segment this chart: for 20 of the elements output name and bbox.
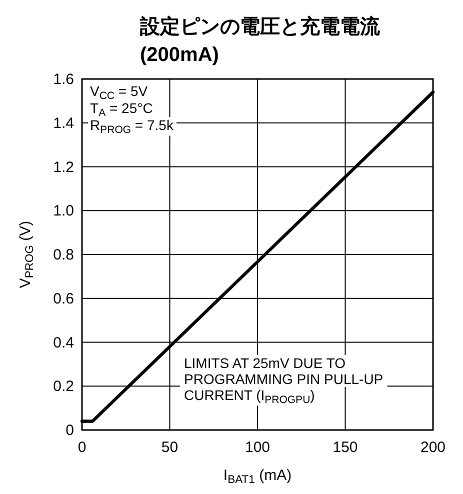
x-tick-label: 100 [244, 439, 270, 456]
y-tick-label: 0 [66, 422, 74, 439]
x-tick-label: 150 [332, 439, 358, 456]
title: 設定ピンの電圧と充電電流 (200mA) [140, 16, 380, 66]
x-axis-title: I$_{BAT1}$ (mA) [223, 467, 292, 486]
annotation: R$_{PROG}$ = 7.5k [90, 117, 174, 136]
annotation: V$_{CC}$ = 5V [90, 83, 148, 102]
annotation: LIMITS AT 25mV DUE TO PROGRAMMING PIN PULL-UP CURRENT (I$_{PROGPU}$) [184, 355, 384, 406]
y-tick-label: 1.6 [53, 71, 74, 88]
x-tick-label: 0 [78, 439, 86, 456]
y-tick-label: 1.2 [53, 158, 74, 176]
y-tick-label: 0.6 [53, 290, 74, 308]
y-tick-label: 0.2 [53, 378, 74, 396]
annotation: T$_{A}$ = 25°C [90, 100, 153, 119]
x-tick-label: 200 [420, 439, 446, 456]
y-tick-label: 0.4 [53, 334, 74, 352]
y-tick-label: 1.0 [53, 202, 74, 220]
y-tick-label: 0.8 [53, 246, 74, 264]
x-tick-label: 50 [161, 439, 178, 456]
y-tick-label: 1.4 [53, 114, 74, 132]
